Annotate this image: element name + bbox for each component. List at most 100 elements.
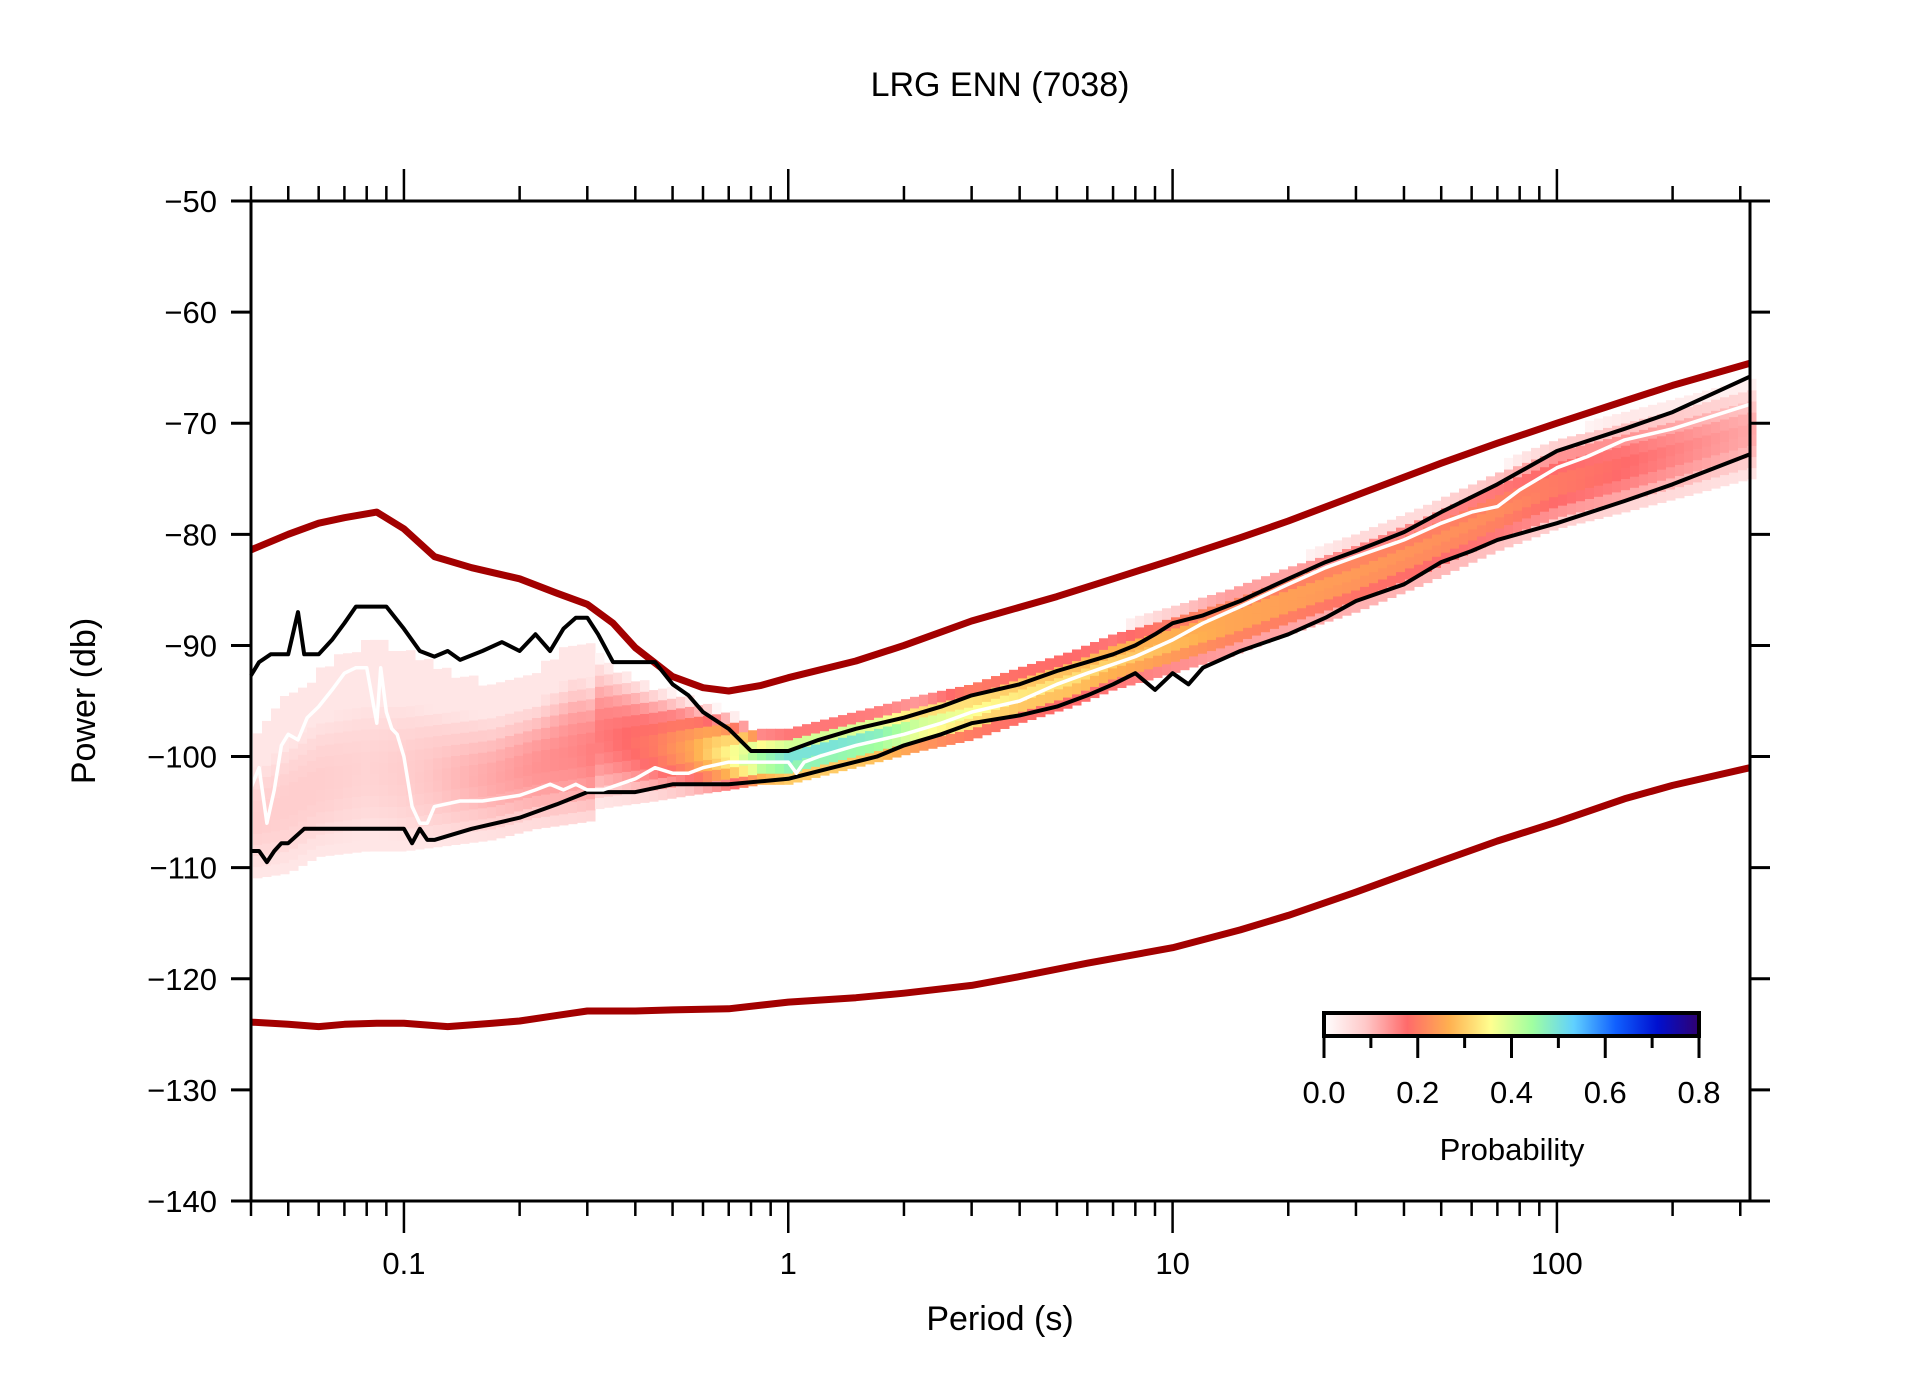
pdf-cell (1513, 499, 1523, 511)
pdf-cell (370, 784, 380, 796)
pdf-cell (748, 752, 758, 765)
pdf-cell (631, 748, 641, 760)
pdf-cell (334, 809, 344, 822)
pdf-cell (1252, 635, 1262, 647)
pdf-cell (343, 842, 353, 854)
pdf-cell (802, 746, 812, 758)
pdf-cell (577, 655, 587, 668)
pdf-cell (1000, 684, 1010, 696)
pdf-cell (658, 766, 668, 779)
pdf-cell (442, 778, 452, 791)
pdf-cell (1279, 569, 1289, 582)
pdf-cell (352, 841, 362, 853)
pdf-cell (1378, 567, 1388, 580)
pdf-cell (1297, 563, 1307, 575)
pdf-cell (271, 819, 281, 832)
pdf-cell (307, 704, 317, 717)
pdf-cell (541, 738, 551, 751)
pdf-cell (1522, 495, 1532, 508)
pdf-cell (1585, 509, 1595, 522)
pdf-cell (865, 741, 875, 754)
pdf-cell (568, 757, 578, 769)
pdf-cell (325, 755, 335, 767)
pdf-cell (541, 771, 551, 784)
pdf-cell (415, 682, 425, 694)
pdf-cell (271, 830, 281, 843)
pdf-cell (658, 755, 668, 767)
pdf-cell (955, 686, 965, 699)
pdf-cell (514, 755, 524, 768)
pdf-cell (604, 773, 614, 786)
pdf-cell (595, 686, 605, 698)
pdf-cell (640, 757, 650, 770)
pdf-cell (388, 806, 398, 819)
pdf-cell (622, 749, 632, 761)
pdf-cell (586, 665, 596, 678)
pdf-cell (595, 708, 605, 721)
pdf-cell (388, 784, 398, 796)
pdf-cell (541, 694, 551, 706)
pdf-cell (748, 730, 758, 742)
pdf-cell (280, 784, 290, 797)
pdf-cell (370, 828, 380, 841)
pdf-cell (316, 711, 326, 724)
pdf-cell (1117, 631, 1127, 644)
pdf-cell (1018, 688, 1028, 701)
pdf-cell (748, 763, 758, 776)
pdf-cell (1621, 500, 1631, 513)
pdf-cell (451, 711, 461, 723)
pdf-cell (1612, 458, 1622, 471)
pdf-cell (1369, 549, 1379, 561)
pdf-cell (892, 701, 902, 714)
pdf-cell (802, 724, 812, 736)
pdf-cell (1675, 397, 1685, 410)
pdf-cell (478, 707, 488, 720)
pdf-cell (568, 657, 578, 669)
pdf-cell (1333, 573, 1343, 586)
pdf-cell (388, 762, 398, 774)
pdf-cell (1549, 441, 1559, 453)
pdf-cell (676, 752, 686, 764)
pdf-cell (1324, 543, 1334, 555)
pdf-cell (775, 762, 785, 774)
pdf-cell (1018, 666, 1028, 679)
pdf-cell (262, 820, 272, 833)
pdf-cell (370, 817, 380, 830)
pdf-cell (397, 673, 407, 685)
pdf-cell (523, 797, 533, 810)
pdf-cell (1567, 491, 1577, 504)
pdf-cell (1405, 556, 1415, 569)
pdf-cell (343, 830, 353, 843)
pdf-cell (676, 774, 686, 787)
pdf-cell (631, 714, 641, 727)
pdf-cell (631, 770, 641, 782)
pdf-cell (433, 835, 443, 848)
pdf-cell (379, 828, 389, 841)
pdf-cell (487, 717, 497, 730)
pdf-cell (1405, 545, 1415, 558)
pdf-cell (622, 771, 632, 784)
pdf-cell (334, 843, 344, 855)
pdf-cell (1378, 590, 1388, 602)
pdf-cell (370, 751, 380, 763)
pdf-cell (1558, 505, 1568, 517)
pdf-cell (667, 687, 677, 699)
pdf-cell (424, 725, 434, 738)
pdf-cell (271, 864, 281, 876)
pdf-cell (1378, 578, 1388, 591)
pdf-cell (325, 733, 335, 745)
pdf-cell (460, 787, 470, 800)
pdf-cell (892, 723, 902, 736)
pdf-cell (586, 732, 596, 744)
pdf-cell (379, 773, 389, 785)
pdf-cell (271, 797, 281, 809)
pdf-cell (298, 687, 308, 700)
pdf-cell (262, 743, 272, 755)
pdf-cell (550, 670, 560, 683)
pdf-cell (1414, 553, 1424, 565)
pdf-cell (1738, 414, 1748, 426)
pdf-cell (595, 741, 605, 754)
pdf-cell (622, 682, 632, 695)
pdf-cell (1396, 582, 1406, 595)
pdf-cell (1342, 570, 1352, 583)
